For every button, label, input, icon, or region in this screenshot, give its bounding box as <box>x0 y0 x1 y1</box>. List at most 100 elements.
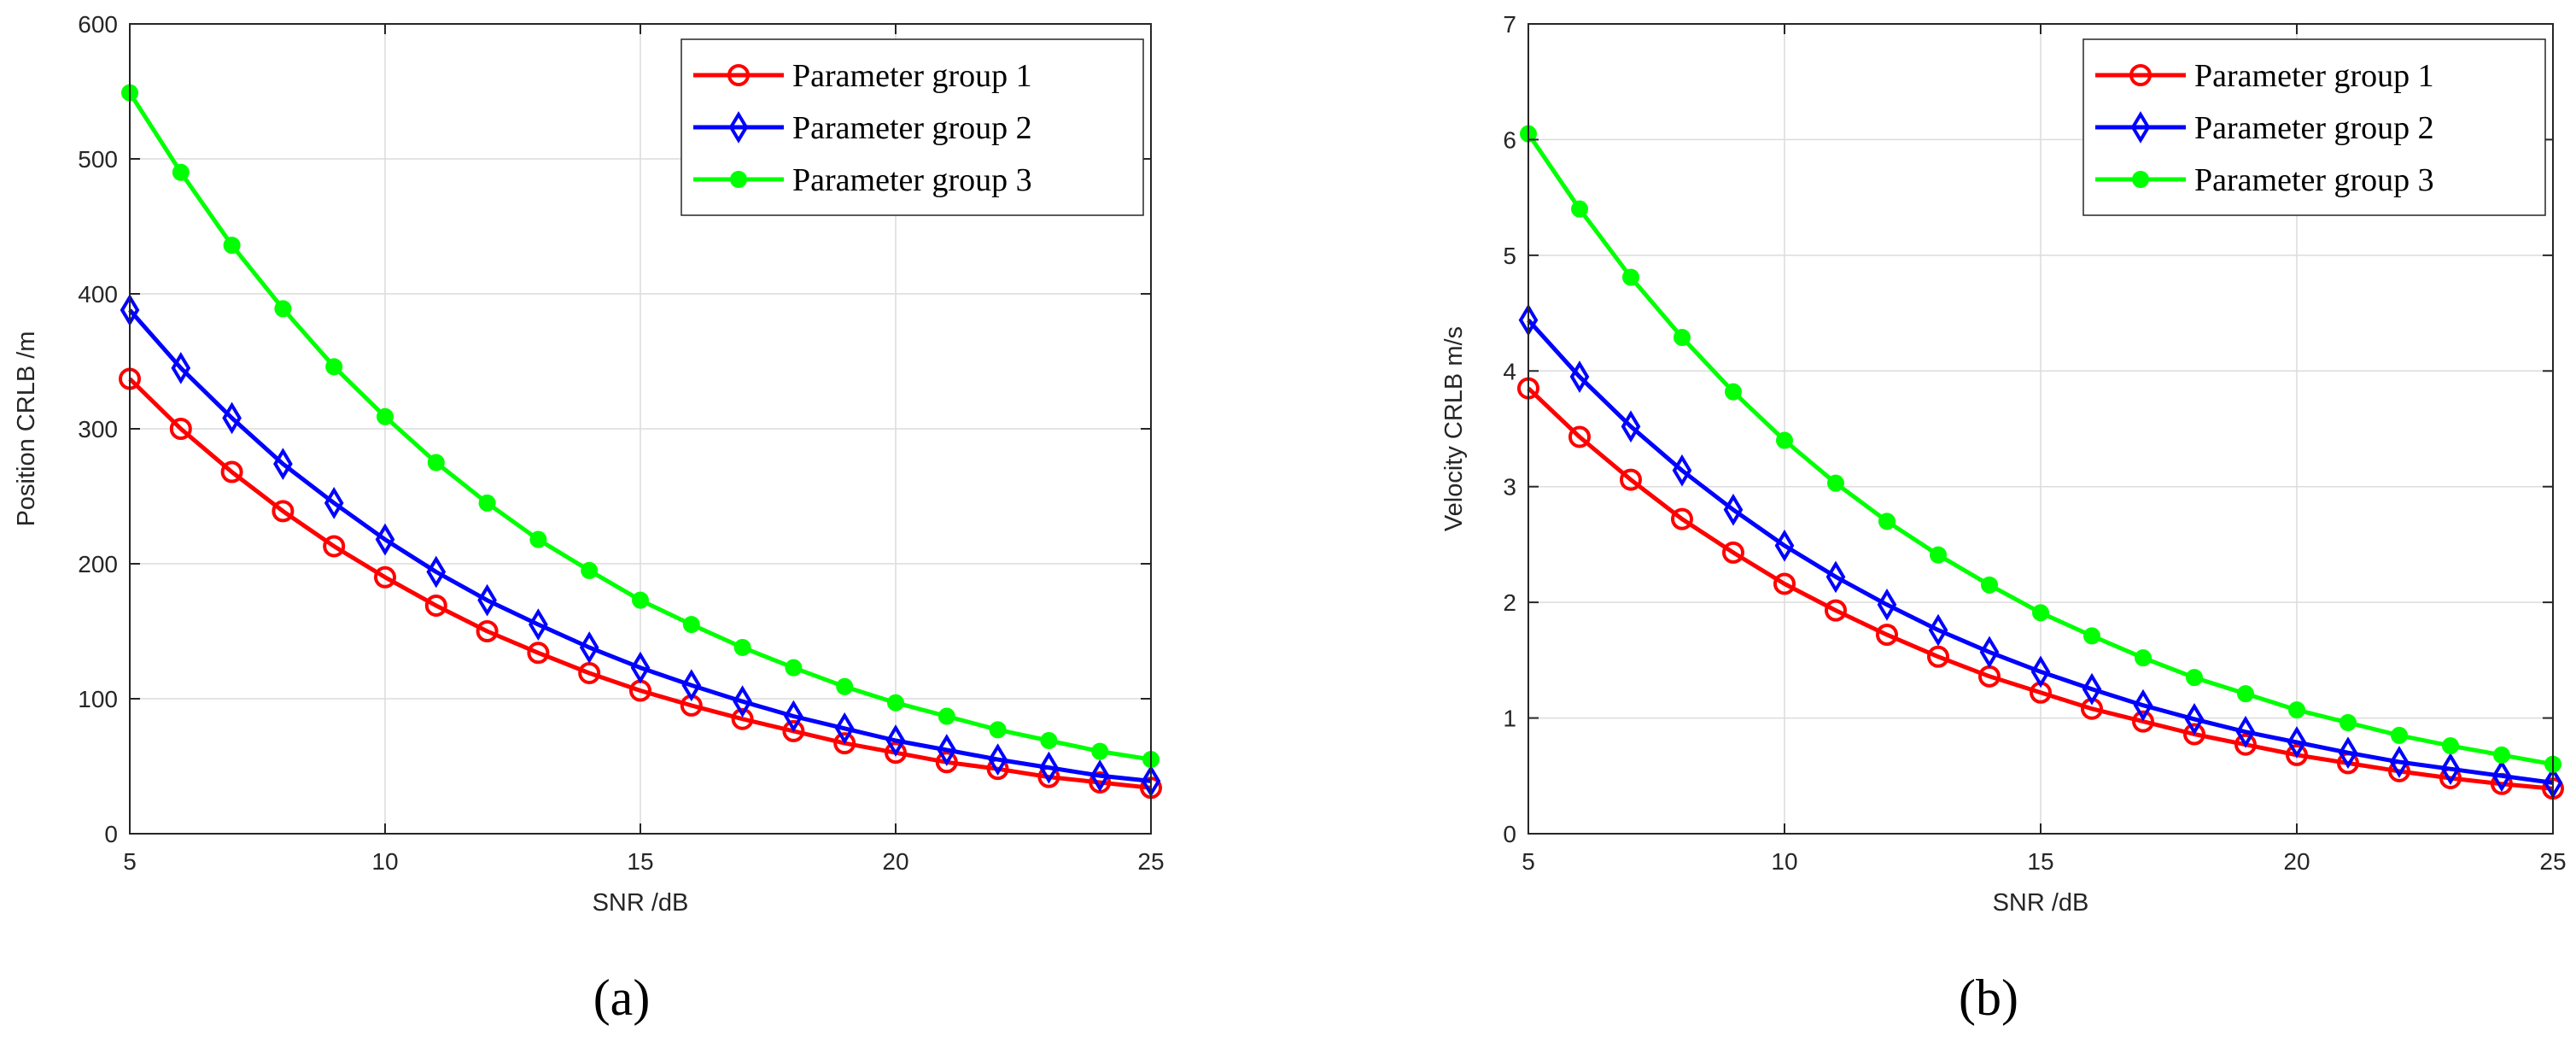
legend-marker <box>2132 171 2149 188</box>
data-point <box>2288 701 2305 719</box>
data-point <box>323 535 346 558</box>
y-tick-label: 500 <box>78 146 118 173</box>
data-point <box>784 700 803 733</box>
data-point <box>424 594 447 617</box>
data-point <box>377 407 394 425</box>
y-tick-label: 3 <box>1503 474 1516 501</box>
data-point <box>1091 742 1109 760</box>
data-point <box>782 719 805 742</box>
data-point <box>2391 726 2408 744</box>
data-point <box>2338 736 2358 770</box>
series-parameter-group-3 <box>1520 125 2561 773</box>
data-point <box>223 237 241 255</box>
chart-panel-b: 5 10 15 20 25 0 1 2 3 4 5 6 7 Velocity CRLB m/s SNR … <box>1440 11 2567 1026</box>
data-point <box>632 591 649 609</box>
data-point <box>1774 529 1795 562</box>
legend-marker <box>728 111 749 144</box>
legend-entry: Parameter group 3 <box>693 162 1032 198</box>
data-point <box>2237 685 2254 703</box>
data-point <box>885 741 907 765</box>
data-point <box>1981 576 1998 594</box>
data-point <box>2184 703 2205 735</box>
data-point <box>1674 329 1691 347</box>
y-axis-label: Velocity CRLB m/s <box>1440 326 1468 531</box>
series-parameter-group-3 <box>121 84 1159 769</box>
data-point <box>785 659 803 677</box>
data-point <box>2234 733 2257 756</box>
data-point <box>1672 454 1692 487</box>
series-lines <box>119 84 1162 800</box>
data-point <box>169 418 192 440</box>
data-point <box>1825 560 1846 594</box>
data-point <box>1878 513 1895 530</box>
legend-marker <box>730 171 747 188</box>
series-line <box>128 377 1152 790</box>
series-line <box>128 308 1152 783</box>
legend-marker <box>2129 64 2152 86</box>
data-point <box>2235 715 2256 748</box>
data-point <box>2493 746 2510 764</box>
data-point <box>2491 759 2512 793</box>
panel-caption-b: (b) <box>1959 970 2018 1026</box>
tick-labels: 5 10 15 20 25 0 100 200 300 400 500 600 <box>78 11 1164 875</box>
x-tick-label: 10 <box>1771 848 1797 875</box>
x-tick-label: 25 <box>1137 848 1164 875</box>
data-point <box>427 454 445 472</box>
legend: Parameter group 1 Parameter group 2 Parame… <box>2082 38 2546 216</box>
data-point <box>529 530 547 548</box>
data-point <box>1927 645 1949 668</box>
legend-label: Parameter group 3 <box>792 162 1032 198</box>
legend-marker <box>2130 111 2151 144</box>
legend-label: Parameter group 1 <box>792 58 1032 94</box>
y-tick-label: 6 <box>1503 126 1516 153</box>
chart-panel-a: 5 10 15 20 25 0 100 200 300 400 500 600 Position CR… <box>13 11 1165 1026</box>
data-point <box>1725 383 1742 401</box>
data-point <box>1876 624 1898 647</box>
legend: Parameter group 1 Parameter group 2 Parame… <box>681 38 1144 216</box>
y-tick-label: 5 <box>1503 243 1516 269</box>
y-tick-label: 7 <box>1503 11 1516 38</box>
legend-entry: Parameter group 3 <box>2095 162 2434 198</box>
data-point <box>1827 474 1844 492</box>
legend-marker <box>727 64 750 86</box>
data-point <box>1621 410 1641 443</box>
series-parameter-group-1 <box>1517 377 2564 800</box>
data-point <box>2442 737 2459 755</box>
y-tick-label: 0 <box>1503 821 1516 847</box>
data-point <box>630 651 651 684</box>
data-point <box>273 448 293 480</box>
x-tick-label: 10 <box>371 848 398 875</box>
data-point <box>1040 731 1058 749</box>
data-point <box>581 561 599 579</box>
data-point <box>682 616 700 634</box>
x-tick-label: 5 <box>1522 848 1535 875</box>
y-tick-label: 2 <box>1503 589 1516 616</box>
data-point <box>1979 636 2000 669</box>
legend-entry: Parameter group 1 <box>2095 58 2434 94</box>
data-point <box>1089 759 1110 792</box>
legend-entry: Parameter group 2 <box>2095 110 2434 146</box>
data-point <box>989 721 1007 739</box>
tick-labels: 5 10 15 20 25 0 1 2 3 4 5 6 7 <box>1503 11 2566 875</box>
data-point <box>2339 713 2357 731</box>
legend-label: Parameter group 2 <box>2194 110 2434 146</box>
data-point <box>374 565 396 589</box>
data-point <box>2287 726 2307 759</box>
data-point <box>1569 360 1590 393</box>
data-point <box>476 620 499 642</box>
x-tick-label: 5 <box>123 848 137 875</box>
y-tick-label: 600 <box>78 11 118 38</box>
panel-caption-a: (a) <box>593 970 651 1026</box>
x-tick-label: 15 <box>2027 848 2053 875</box>
y-tick-label: 400 <box>78 281 118 308</box>
y-tick-label: 200 <box>78 551 118 577</box>
data-point <box>1723 493 1744 526</box>
data-point <box>1089 770 1112 794</box>
data-point <box>733 638 751 656</box>
data-point <box>2032 604 2049 622</box>
data-point <box>1568 425 1591 448</box>
data-point <box>937 734 957 766</box>
series-lines <box>1517 125 2564 800</box>
x-tick-label: 20 <box>2283 848 2310 875</box>
